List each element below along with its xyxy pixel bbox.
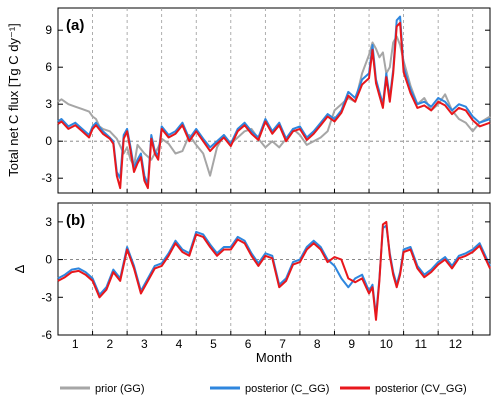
legend-label-prior: prior (GG) [95, 383, 145, 395]
x-tick-label: 9 [348, 337, 355, 351]
panel-a-series-line-posterior-cv-gg- [57, 21, 491, 190]
panel-b-frame [57, 202, 491, 336]
panel-a-y-ticks: -3 0 3 6 9 [41, 23, 490, 185]
x-tick-label: 5 [210, 337, 217, 351]
x-tick-label: 3 [141, 337, 148, 351]
panel-b-y-ticks: -6 -3 0 3 [41, 215, 490, 342]
panel-b-y-tick-label: 3 [45, 215, 52, 229]
legend-label-posterior-cv-gg: posterior (CV_GG) [375, 383, 467, 395]
panel-b-y-tick-label: 0 [45, 253, 52, 267]
x-tick-label: 8 [314, 337, 321, 351]
panel-a-y-axis-label: Total net C flux [Tg C dy⁻¹] [6, 23, 21, 177]
panel-b-x-ticks: 1 2 3 4 5 6 7 8 9 10 11 12 [72, 337, 462, 351]
panel-a-y-tick-label: -3 [41, 171, 52, 185]
panel-b: -6-303 1 2 3 4 5 6 7 8 9 10 11 12 (b) Δ Month [12, 202, 491, 365]
panel-a-y-tick-label: 0 [45, 134, 52, 148]
panel-b-series [57, 220, 491, 321]
panel-b-y-tick-label: -6 [41, 328, 52, 342]
panel-a-y-tick-label: 6 [45, 60, 52, 74]
panel-a-label: (a) [66, 17, 84, 34]
panel-a-series [57, 15, 491, 190]
panel-a-y-tick-label: 3 [45, 97, 52, 111]
x-tick-label: 6 [245, 337, 252, 351]
x-tick-label: 1 [72, 337, 79, 351]
panel-b-label: (b) [66, 212, 85, 229]
x-axis-label: Month [256, 350, 292, 365]
panel-b-series-line-posterior-cv-gg- [57, 220, 491, 321]
panel-a-y-tick-label: 9 [45, 23, 52, 37]
legend-label-posterior-c-gg: posterior (C_GG) [245, 383, 329, 395]
x-tick-label: 12 [449, 337, 463, 351]
x-tick-label: 11 [415, 337, 428, 351]
legend: prior (GG) posterior (C_GG) posterior (C… [60, 383, 467, 395]
x-tick-label: 4 [176, 337, 183, 351]
x-tick-label: 7 [279, 337, 286, 351]
x-tick-label: 10 [380, 337, 394, 351]
x-tick-label: 2 [106, 337, 113, 351]
panel-b-y-tick-label: -3 [41, 290, 52, 304]
panel-a: -3 0 3 6 9 (a) Total net C flux [Tg C dy⁻¹] [6, 7, 491, 194]
panel-b-y-axis-label: Δ [12, 264, 27, 273]
